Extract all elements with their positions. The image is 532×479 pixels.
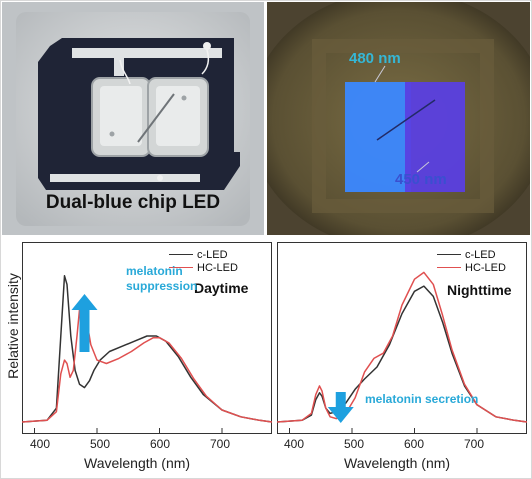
legend-c-led: c-LED [197, 248, 228, 261]
nighttime-plot: c-LED HC-LED Nighttime melatonin secreti… [277, 242, 527, 434]
series-line-c-led [22, 275, 272, 423]
nighttime-tick-500: 500 [344, 437, 365, 451]
daytime-tick-500: 500 [90, 437, 111, 451]
daytime-legend: c-LED HC-LED [169, 248, 238, 274]
legend-swatch-hc-led [437, 267, 461, 268]
emission-photo: 480 nm 450 nm [267, 2, 530, 235]
legend-hc-led: HC-LED [197, 261, 238, 274]
daytime-tick-600: 600 [150, 437, 171, 451]
arrow-down-icon [327, 392, 354, 423]
daytime-plot: c-LED HC-LED Daytime melatonin suppressi… [22, 242, 272, 434]
series-line-c-led [277, 285, 527, 423]
nighttime-tick-400: 400 [284, 437, 305, 451]
legend-c-led: c-LED [465, 248, 496, 261]
arrow-up-icon [71, 294, 98, 352]
nighttime-tick-700: 700 [464, 437, 485, 451]
legend-swatch-c-led [169, 254, 193, 255]
daytime-title: Daytime [194, 280, 249, 296]
nighttime-tick-600: 600 [404, 437, 425, 451]
y-axis-label: Relative intensity [5, 273, 21, 379]
legend-swatch-hc-led [169, 267, 193, 268]
label-480nm: 480 nm [349, 50, 401, 67]
chip-480-glow [345, 82, 411, 192]
series-line-hc-led [277, 271, 527, 423]
daytime-x-label: Wavelength (nm) [84, 455, 191, 471]
legend-hc-led: HC-LED [465, 261, 506, 274]
daytime-tick-700: 700 [210, 437, 231, 451]
label-450nm: 450 nm [395, 171, 447, 188]
series-line-hc-led [22, 297, 272, 423]
daytime-tick-400: 400 [30, 437, 51, 451]
nighttime-title: Nighttime [447, 282, 512, 298]
chip-photo: Dual-blue chip LED [2, 2, 264, 235]
nighttime-legend: c-LED HC-LED [437, 248, 506, 274]
chip-caption: Dual-blue chip LED [45, 192, 221, 213]
legend-swatch-c-led [437, 254, 461, 255]
nighttime-x-label: Wavelength (nm) [344, 455, 451, 471]
annotation-suppression: melatonin suppression [126, 264, 198, 293]
annotation-secretion: melatonin secretion [365, 392, 479, 406]
